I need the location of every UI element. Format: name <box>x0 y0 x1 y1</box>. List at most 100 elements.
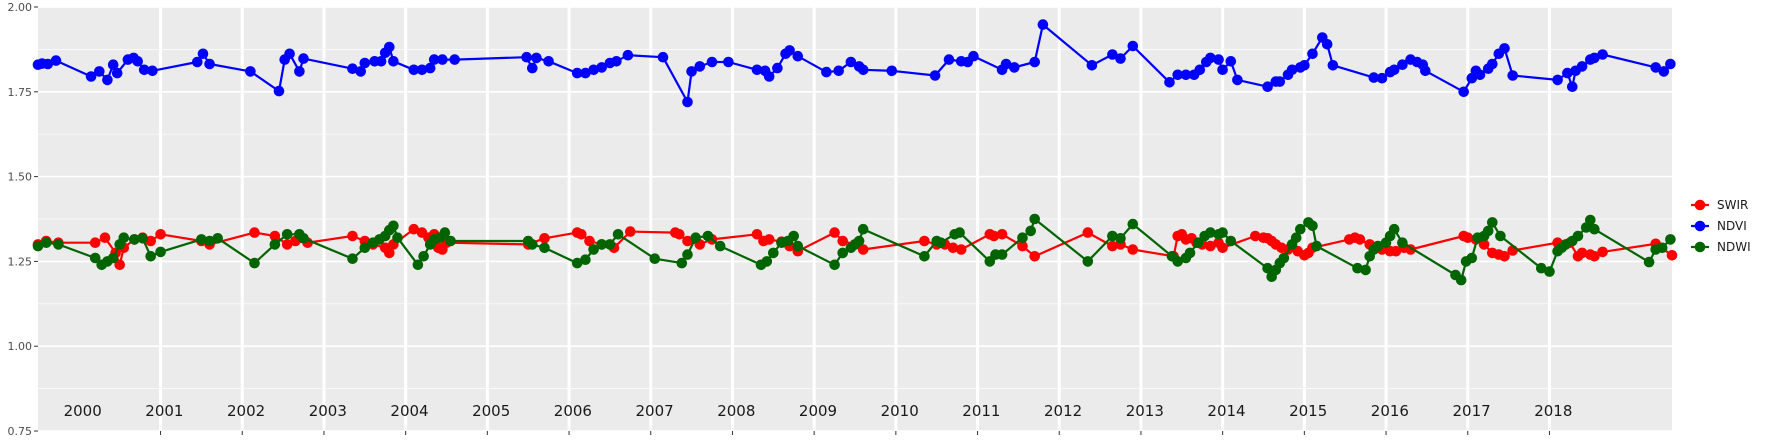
data-point-ndwi <box>1544 266 1555 277</box>
data-point-ndwi <box>1225 235 1237 247</box>
data-point-ndwi <box>1572 230 1584 242</box>
data-point-ndwi <box>1536 262 1547 274</box>
data-point-ndvi <box>94 66 105 77</box>
data-point-ndwi <box>1455 274 1467 286</box>
data-point-ndvi <box>580 67 591 79</box>
data-point-swir <box>155 229 166 240</box>
data-point-ndwi <box>1107 230 1118 242</box>
data-point-swir <box>763 234 775 245</box>
data-point-swir <box>408 223 420 235</box>
y-tick-label: 2.00 <box>8 1 33 14</box>
data-point-ndvi <box>596 62 607 73</box>
data-point-ndwi <box>204 235 215 247</box>
data-point-ndvi <box>723 56 734 68</box>
data-point-swir <box>1082 227 1094 238</box>
data-point-ndvi <box>1172 69 1183 81</box>
data-point-swir <box>281 239 293 250</box>
data-point-ndvi <box>1107 49 1118 60</box>
data-point-ndvi <box>686 66 697 77</box>
year-label: 2003 <box>309 402 347 420</box>
data-point-ndwi <box>388 220 399 232</box>
data-point-ndvi <box>111 67 123 79</box>
data-point-swir <box>1390 245 1402 257</box>
data-point-swir <box>576 229 587 240</box>
data-point-swir <box>988 230 1000 242</box>
data-point-ndvi <box>682 96 693 108</box>
data-point-swir <box>145 235 156 247</box>
data-point-ndwi <box>298 233 309 244</box>
year-label: 2011 <box>962 402 1000 420</box>
data-point-ndvi <box>192 56 203 68</box>
data-point-swir <box>1576 247 1588 259</box>
data-point-ndwi <box>1262 262 1273 274</box>
data-point-ndwi <box>412 259 424 271</box>
data-point-swir <box>829 227 840 238</box>
data-point-ndwi <box>612 229 624 240</box>
data-point-ndwi <box>40 237 52 248</box>
data-point-ndwi <box>588 244 599 255</box>
y-tick-label: 1.50 <box>8 171 33 184</box>
data-point-ndvi <box>1458 86 1469 98</box>
data-point-ndvi <box>107 59 119 70</box>
data-point-ndvi <box>1388 64 1400 76</box>
data-point-ndvi <box>588 64 599 76</box>
y-tick-label: 1.75 <box>8 86 33 99</box>
data-point-ndvi <box>1368 72 1380 83</box>
data-point-ndvi <box>943 54 955 65</box>
data-point-ndwi <box>853 235 865 247</box>
data-point-ndwi <box>1487 217 1498 228</box>
data-point-ndvi <box>1000 58 1012 70</box>
data-point-ndwi <box>1482 225 1494 237</box>
data-point-ndvi <box>1474 69 1486 81</box>
data-point-swir <box>919 235 930 247</box>
data-point-ndwi <box>1585 214 1596 226</box>
data-point-ndwi <box>1082 256 1094 267</box>
data-point-ndvi <box>521 51 532 63</box>
data-point-ndwi <box>145 250 156 262</box>
data-point-ndvi <box>694 61 706 72</box>
data-point-ndwi <box>761 256 773 267</box>
data-point-swir <box>114 259 125 271</box>
data-point-ndvi <box>1562 67 1573 79</box>
data-point-ndwi <box>212 233 223 244</box>
data-point-swir <box>539 233 550 244</box>
data-point-swir <box>947 242 959 254</box>
data-point-ndwi <box>281 229 293 240</box>
data-point-ndwi <box>439 227 451 238</box>
data-point-ndwi <box>1017 232 1028 243</box>
data-point-ndwi <box>249 257 260 269</box>
data-point-ndvi <box>1127 40 1139 52</box>
data-point-ndwi <box>829 259 840 271</box>
data-point-swir <box>269 230 281 242</box>
data-point-ndwi <box>118 232 130 243</box>
data-point-swir <box>347 230 358 242</box>
year-label: 2004 <box>390 402 428 420</box>
data-point-ndvi <box>1225 56 1237 67</box>
data-point-swir <box>1462 232 1474 243</box>
data-point-swir <box>1250 230 1261 242</box>
data-point-ndwi <box>1115 233 1126 244</box>
data-point-ndvi <box>1487 58 1498 70</box>
year-label: 2017 <box>1453 402 1491 420</box>
data-point-ndwi <box>1290 232 1302 243</box>
data-point-ndwi <box>649 253 661 264</box>
data-point-ndwi <box>137 233 148 244</box>
data-point-ndwi <box>1205 227 1216 238</box>
data-point-swir <box>1354 234 1366 245</box>
data-point-ndvi <box>527 62 538 74</box>
data-point-ndwi <box>702 230 714 242</box>
year-label: 2016 <box>1371 402 1409 420</box>
data-point-ndwi <box>682 249 693 260</box>
data-point-ndwi <box>1184 247 1196 259</box>
data-point-ndvi <box>1321 39 1333 50</box>
data-point-ndwi <box>954 227 965 238</box>
data-point-ndvi <box>1650 62 1661 73</box>
data-point-ndwi <box>196 234 207 245</box>
data-point-ndwi <box>919 250 930 262</box>
data-point-ndvi <box>1009 62 1020 73</box>
data-point-swir <box>1589 250 1600 262</box>
data-point-swir <box>99 232 111 243</box>
data-point-ndvi <box>1589 52 1600 64</box>
year-label: 2018 <box>1534 402 1572 420</box>
